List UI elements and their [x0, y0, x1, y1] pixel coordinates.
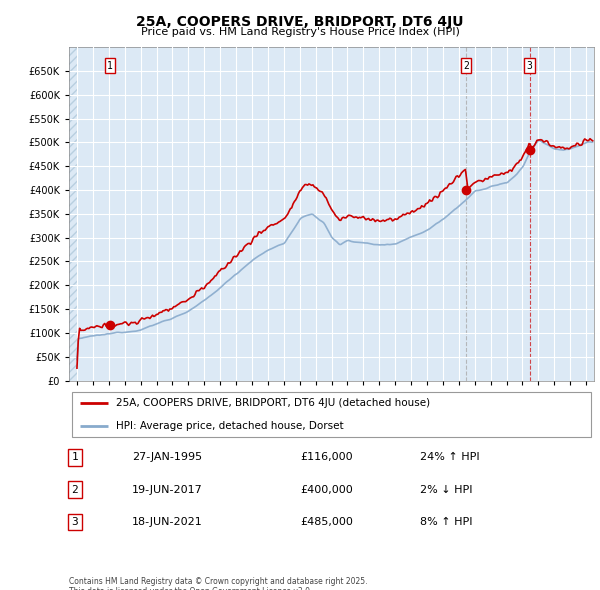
Text: 27-JAN-1995: 27-JAN-1995: [132, 453, 202, 462]
Text: HPI: Average price, detached house, Dorset: HPI: Average price, detached house, Dors…: [116, 421, 344, 431]
Text: £485,000: £485,000: [300, 517, 353, 527]
Text: 18-JUN-2021: 18-JUN-2021: [132, 517, 203, 527]
Text: £116,000: £116,000: [300, 453, 353, 462]
Text: 3: 3: [527, 61, 533, 71]
Text: 1: 1: [107, 61, 113, 71]
Text: £400,000: £400,000: [300, 485, 353, 494]
Text: Contains HM Land Registry data © Crown copyright and database right 2025.
This d: Contains HM Land Registry data © Crown c…: [69, 577, 367, 590]
FancyBboxPatch shape: [71, 392, 592, 437]
Text: 25A, COOPERS DRIVE, BRIDPORT, DT6 4JU (detached house): 25A, COOPERS DRIVE, BRIDPORT, DT6 4JU (d…: [116, 398, 430, 408]
Text: 2: 2: [463, 61, 469, 71]
Text: 25A, COOPERS DRIVE, BRIDPORT, DT6 4JU: 25A, COOPERS DRIVE, BRIDPORT, DT6 4JU: [136, 15, 464, 29]
Text: 8% ↑ HPI: 8% ↑ HPI: [420, 517, 473, 527]
Text: 2: 2: [71, 485, 79, 494]
Text: Price paid vs. HM Land Registry's House Price Index (HPI): Price paid vs. HM Land Registry's House …: [140, 27, 460, 37]
Text: 2% ↓ HPI: 2% ↓ HPI: [420, 485, 473, 494]
Text: 3: 3: [71, 517, 79, 527]
Bar: [69, 47, 77, 381]
Text: 24% ↑ HPI: 24% ↑ HPI: [420, 453, 479, 462]
Text: 19-JUN-2017: 19-JUN-2017: [132, 485, 203, 494]
Text: 1: 1: [71, 453, 79, 462]
